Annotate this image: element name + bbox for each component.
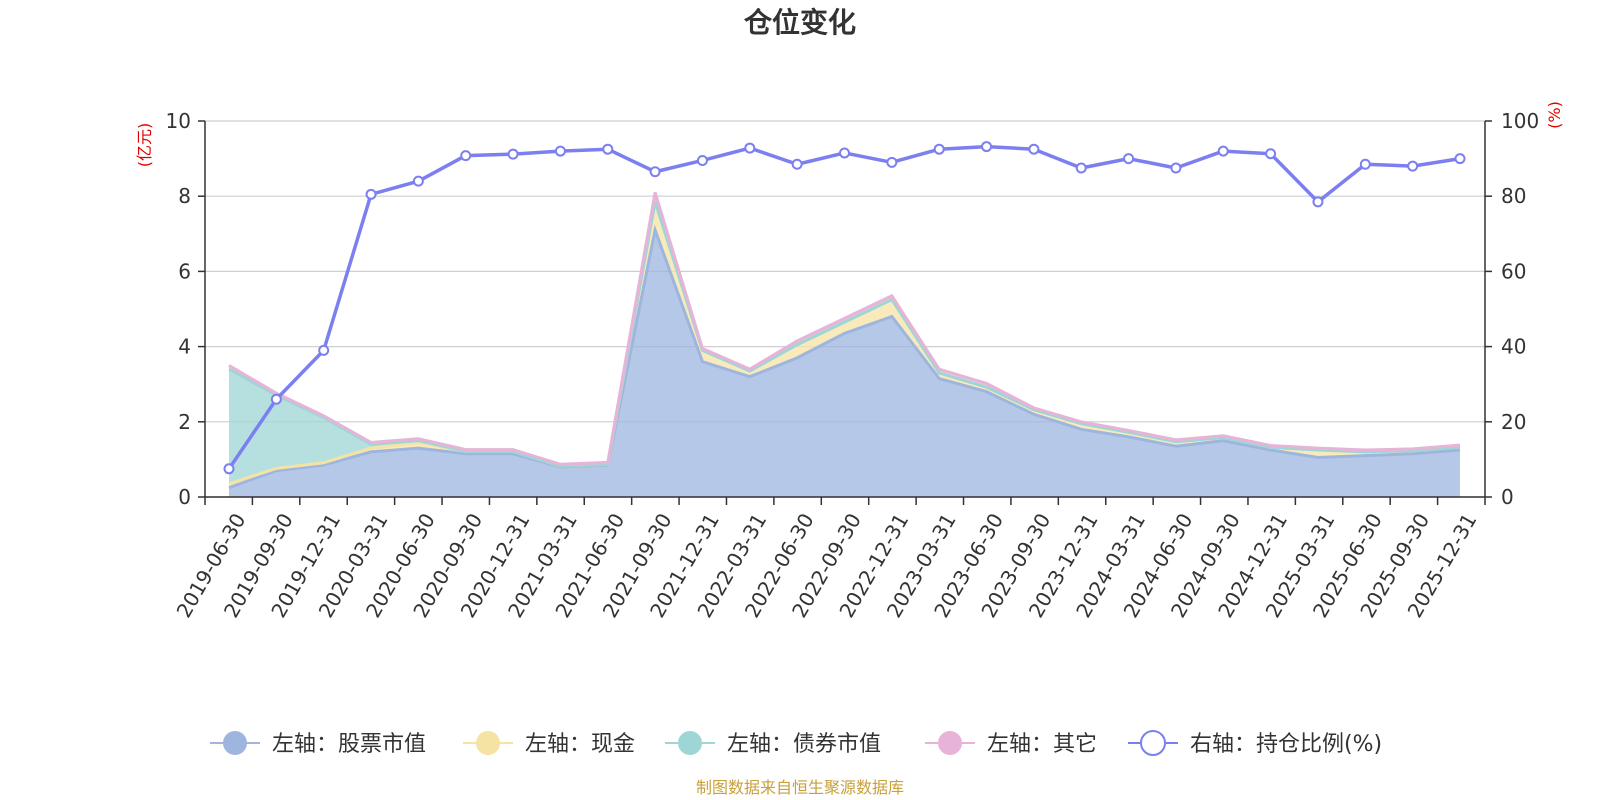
ratio-point: [507, 148, 519, 160]
ratio-point: [1123, 153, 1135, 165]
legend-item[interactable]: 右轴：持仓比例(%): [1128, 730, 1382, 757]
ratio-point: [839, 147, 850, 159]
ratio-point: [602, 143, 614, 155]
ratio-point: [318, 344, 330, 356]
ratio-point: [1454, 153, 1466, 165]
left-tick-label: 0: [178, 485, 191, 509]
ratio-point: [460, 150, 472, 162]
ratio-point: [886, 156, 898, 168]
ratio-point: [1407, 160, 1419, 172]
ratio-point: [933, 143, 945, 155]
legend-label: 左轴：债券市值: [727, 732, 881, 757]
area-左轴：股票市值: [229, 230, 1460, 498]
legend-label: 左轴：股票市值: [272, 732, 426, 757]
legend-marker: [1140, 730, 1166, 756]
right-tick-label: 20: [1501, 410, 1526, 434]
right-tick-label: 0: [1501, 485, 1514, 509]
legend-marker: [476, 731, 500, 755]
legend-marker: [223, 731, 247, 755]
ratio-point: [365, 188, 377, 200]
ratio-point: [270, 393, 282, 405]
left-tick-label: 4: [178, 335, 191, 359]
right-tick-label: 60: [1501, 259, 1526, 283]
area-edge-左轴：债券市值: [228, 201, 1461, 468]
ratio-point: [1265, 148, 1277, 160]
legend-item[interactable]: 左轴：股票市值: [210, 731, 426, 757]
ratio-point: [1312, 196, 1324, 208]
legend-label: 右轴：持仓比例(%): [1190, 732, 1382, 757]
right-axis-unit: (%): [1545, 101, 1564, 129]
ratio-point: [1359, 158, 1371, 170]
legend-item[interactable]: 左轴：现金: [463, 731, 635, 757]
legend-marker: [678, 731, 702, 755]
legend: 左轴：股票市值 左轴：现金 左轴：债券市值 左轴：其它 右轴：持仓比例(%): [210, 730, 1382, 757]
legend-label: 左轴：现金: [525, 732, 635, 757]
ratio-point: [1028, 143, 1040, 155]
ratio-point: [981, 141, 993, 153]
left-tick-label: 10: [166, 109, 191, 133]
chart-title: 仓位变化: [744, 6, 856, 39]
left-tick-label: 2: [178, 410, 191, 434]
area-edge-左轴：股票市值: [228, 224, 1461, 490]
stacked-areas: [228, 192, 1461, 498]
ratio-point: [649, 166, 661, 178]
ratio-point: [791, 158, 803, 170]
ratio-point: [554, 145, 566, 157]
right-tick-label: 40: [1501, 335, 1526, 359]
legend-item[interactable]: 左轴：其它: [925, 731, 1097, 757]
ratio-point: [1075, 162, 1087, 174]
ratio-line: [223, 141, 1466, 475]
ratio-point: [696, 154, 708, 166]
legend-item[interactable]: 左轴：债券市值: [665, 731, 881, 757]
left-tick-label: 8: [178, 184, 191, 208]
source-note: 制图数据来自恒生聚源数据库: [696, 778, 904, 797]
ratio-point: [1217, 145, 1229, 157]
ratio-point: [412, 175, 424, 187]
legend-label: 左轴：其它: [987, 732, 1097, 757]
ratio-point: [1170, 162, 1182, 174]
legend-marker: [938, 731, 962, 755]
ratio-point: [223, 463, 235, 475]
area-edge-左轴：其它: [228, 192, 1461, 466]
right-tick-label: 100: [1501, 109, 1539, 133]
right-tick-label: 80: [1501, 184, 1526, 208]
left-axis-unit: (亿元): [135, 123, 154, 168]
left-tick-label: 6: [178, 259, 191, 283]
ratio-point: [744, 142, 756, 154]
